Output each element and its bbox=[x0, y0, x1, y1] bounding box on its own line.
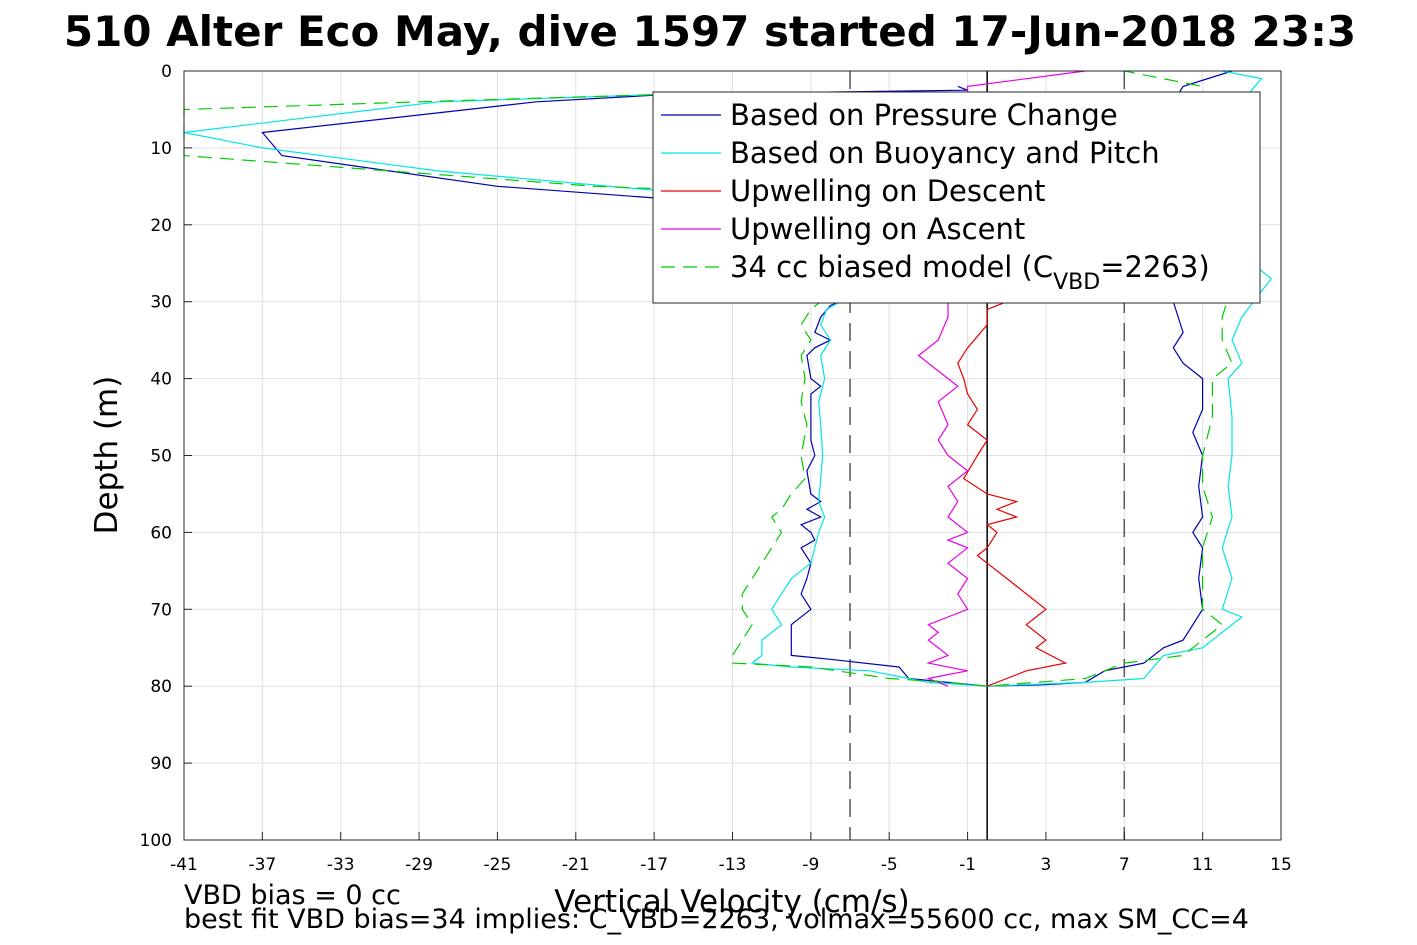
x-tick-label: -1 bbox=[959, 855, 976, 875]
x-axis-label: Vertical Velocity (cm/s) bbox=[554, 884, 909, 920]
legend-label-suffix: =2263) bbox=[1100, 250, 1209, 284]
y-tick-label: 0 bbox=[161, 62, 172, 82]
x-tick-label: -5 bbox=[881, 855, 898, 875]
x-tick-label: -13 bbox=[719, 855, 747, 875]
y-tick-label: 30 bbox=[150, 293, 172, 313]
x-tick-label: -21 bbox=[562, 855, 590, 875]
legend-label-text: Based on Pressure Change bbox=[730, 98, 1118, 132]
legend-label-text: Upwelling on Descent bbox=[730, 174, 1046, 208]
legend: Based on Pressure Change Based on Buoyanc… bbox=[652, 91, 1261, 304]
y-tick-label: 70 bbox=[150, 600, 172, 620]
legend-label: Based on Pressure Change bbox=[730, 98, 1118, 132]
legend-label: Based on Buoyancy and Pitch bbox=[730, 136, 1160, 170]
y-tick-label: 80 bbox=[150, 677, 172, 697]
x-axis-ticks: -41 -37 -33 -29 -25 -21 -17 -13 -9 -5 -1 3 7 11 15 bbox=[170, 832, 1292, 875]
y-axis-label: Depth (m) bbox=[89, 376, 125, 535]
y-tick-label: 90 bbox=[150, 754, 172, 774]
x-tick-label: -17 bbox=[640, 855, 668, 875]
x-tick-label: -9 bbox=[802, 855, 819, 875]
x-tick-label: 7 bbox=[1119, 855, 1130, 875]
legend-label-text: 34 cc biased model (C bbox=[730, 250, 1053, 284]
y-tick-label: 10 bbox=[150, 139, 172, 159]
x-tick-label: -29 bbox=[405, 855, 433, 875]
y-tick-label: 50 bbox=[150, 447, 172, 467]
legend-label-text: Upwelling on Ascent bbox=[730, 212, 1025, 246]
series-line bbox=[957, 301, 1068, 687]
x-tick-label: -37 bbox=[248, 855, 276, 875]
y-tick-label: 20 bbox=[150, 216, 172, 236]
x-tick-label: 3 bbox=[1041, 855, 1052, 875]
y-axis-ticks: 0 10 20 30 40 50 60 70 80 90 100 bbox=[140, 62, 192, 851]
x-tick-label: 11 bbox=[1192, 855, 1214, 875]
y-tick-label: 40 bbox=[150, 370, 172, 390]
footer-line-1: VBD bias = 0 cc bbox=[184, 880, 401, 911]
y-tick-label: 60 bbox=[150, 523, 172, 543]
legend-label: Upwelling on Descent bbox=[730, 174, 1046, 208]
x-tick-label: -41 bbox=[170, 855, 198, 875]
x-tick-label: -33 bbox=[327, 855, 355, 875]
y-tick-label: 100 bbox=[140, 831, 172, 851]
legend-label-subscript: VBD bbox=[1053, 270, 1100, 295]
footer-line-2: best fit VBD bias=34 implies: C_VBD=2263… bbox=[184, 904, 1249, 935]
legend-label: 34 cc biased model (CVBD=2263) bbox=[730, 250, 1210, 295]
series-line bbox=[183, 70, 1233, 687]
x-tick-label: 15 bbox=[1270, 855, 1292, 875]
legend-label-text: Based on Buoyancy and Pitch bbox=[730, 136, 1160, 170]
chart-title: 510 Alter Eco May, dive 1597 started 17-… bbox=[64, 7, 1356, 56]
legend-label: Upwelling on Ascent bbox=[730, 212, 1025, 246]
x-tick-label: -25 bbox=[484, 855, 512, 875]
legend-box bbox=[652, 91, 1261, 304]
